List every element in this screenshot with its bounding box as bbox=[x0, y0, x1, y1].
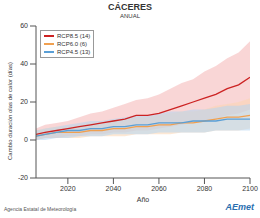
svg-text:20: 20 bbox=[20, 98, 28, 105]
svg-text:2080: 2080 bbox=[197, 185, 213, 192]
html-text:RCP6.0 (6): RCP6.0 (6) bbox=[57, 41, 87, 47]
html-text:Agencia Estatal de Meteorologí: Agencia Estatal de Meteorología bbox=[4, 206, 77, 212]
svg-text:-20: -20 bbox=[18, 174, 28, 181]
svg-text:40: 40 bbox=[20, 60, 28, 67]
html-text:RCP4.5 (13): RCP4.5 (13) bbox=[57, 49, 91, 55]
svg-text:0: 0 bbox=[24, 136, 28, 143]
html-text:AEmet: AEmet bbox=[225, 202, 254, 212]
svg-text:2020: 2020 bbox=[60, 185, 76, 192]
svg-text:2060: 2060 bbox=[151, 185, 167, 192]
html-text:ANUAL: ANUAL bbox=[120, 13, 140, 19]
svg-text:60: 60 bbox=[20, 22, 28, 29]
svg-text:Año: Año bbox=[137, 196, 150, 203]
html-text:RCP8.5 (14): RCP8.5 (14) bbox=[57, 33, 91, 39]
html-text:CÁCERES: CÁCERES bbox=[108, 2, 152, 12]
svg-text:2100: 2100 bbox=[242, 185, 252, 192]
svg-text:2040: 2040 bbox=[106, 185, 122, 192]
svg-text:Cambio duración olas de calor: Cambio duración olas de calor (días) bbox=[8, 62, 13, 160]
